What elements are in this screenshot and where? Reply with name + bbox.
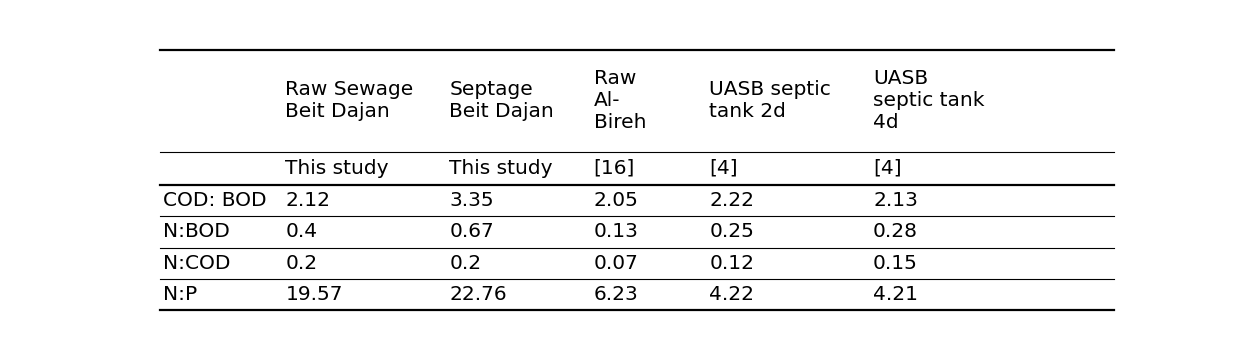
Text: 2.05: 2.05 <box>594 191 639 210</box>
Text: Raw Sewage
Beit Dajan: Raw Sewage Beit Dajan <box>286 80 414 121</box>
Text: 4.22: 4.22 <box>710 285 755 304</box>
Text: COD: BOD: COD: BOD <box>163 191 267 210</box>
Text: 0.2: 0.2 <box>449 253 481 273</box>
Text: 2.22: 2.22 <box>710 191 755 210</box>
Text: 0.12: 0.12 <box>710 253 755 273</box>
Text: 2.12: 2.12 <box>286 191 331 210</box>
Text: 0.13: 0.13 <box>594 223 639 241</box>
Text: Septage
Beit Dajan: Septage Beit Dajan <box>449 80 554 121</box>
Text: 0.67: 0.67 <box>449 223 493 241</box>
Text: 0.07: 0.07 <box>594 253 639 273</box>
Text: [4]: [4] <box>873 159 901 178</box>
Text: N:COD: N:COD <box>163 253 231 273</box>
Text: UASB
septic tank
4d: UASB septic tank 4d <box>873 69 984 132</box>
Text: 2.13: 2.13 <box>873 191 917 210</box>
Text: Raw
Al-
Bireh: Raw Al- Bireh <box>594 69 646 132</box>
Text: 0.4: 0.4 <box>286 223 317 241</box>
Text: 0.28: 0.28 <box>873 223 919 241</box>
Text: 0.2: 0.2 <box>286 253 317 273</box>
Text: UASB septic
tank 2d: UASB septic tank 2d <box>710 80 832 121</box>
Text: 3.35: 3.35 <box>449 191 493 210</box>
Text: This study: This study <box>286 159 389 178</box>
Text: N:P: N:P <box>163 285 198 304</box>
Text: 6.23: 6.23 <box>594 285 639 304</box>
Text: 19.57: 19.57 <box>286 285 343 304</box>
Text: 22.76: 22.76 <box>449 285 507 304</box>
Text: This study: This study <box>449 159 553 178</box>
Text: [16]: [16] <box>594 159 635 178</box>
Text: N:BOD: N:BOD <box>163 223 230 241</box>
Text: 4.21: 4.21 <box>873 285 919 304</box>
Text: [4]: [4] <box>710 159 738 178</box>
Text: 0.25: 0.25 <box>710 223 755 241</box>
Text: 0.15: 0.15 <box>873 253 917 273</box>
